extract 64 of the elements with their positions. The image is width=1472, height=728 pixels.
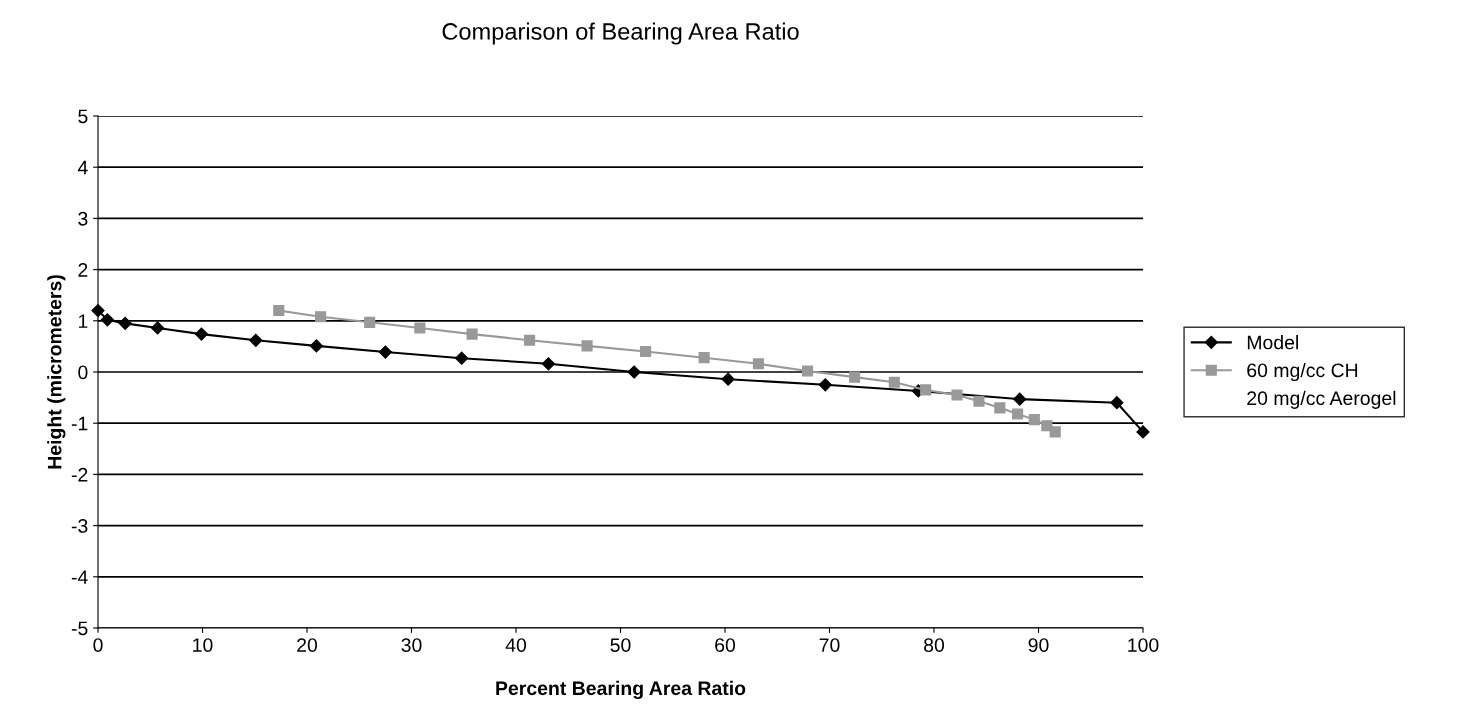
point	[118, 316, 132, 330]
point	[1012, 408, 1024, 420]
point	[581, 340, 593, 352]
y-tick-label: 5	[78, 109, 88, 124]
point	[249, 333, 263, 347]
point	[994, 402, 1006, 414]
point	[627, 365, 641, 379]
x-tick-label: 100	[1128, 638, 1159, 652]
point	[455, 351, 469, 365]
x-tick-label: 50	[610, 638, 631, 652]
x-tick-label: 20	[297, 638, 318, 652]
point	[414, 322, 426, 334]
point	[378, 345, 392, 359]
chart-title: Comparison of Bearing Area Ratio	[442, 22, 799, 45]
y-tick-label: -3	[71, 519, 88, 533]
point	[1136, 425, 1150, 439]
point	[315, 311, 327, 323]
y-tick-label: -5	[71, 621, 88, 636]
point	[818, 378, 832, 392]
point	[1110, 396, 1124, 410]
point	[752, 358, 764, 370]
y-tick-label: 3	[78, 211, 88, 226]
text: 20 mg/cc Aerogel	[1247, 390, 1396, 409]
y-tick-label: -2	[71, 467, 88, 482]
x-tick-label: 90	[1028, 638, 1049, 652]
y-tick-label: 1	[78, 314, 88, 328]
point	[194, 327, 209, 341]
point	[150, 321, 165, 335]
x-tick-label: 10	[193, 638, 213, 652]
point	[466, 328, 478, 340]
point	[698, 352, 710, 364]
point	[849, 371, 861, 383]
x-tick-label: 30	[401, 638, 422, 652]
legend-label: 60 mg/cc CH	[1247, 362, 1358, 382]
y-axis-title: Height (micrometers)	[47, 275, 66, 469]
point	[364, 316, 376, 328]
point	[973, 395, 985, 407]
point	[100, 313, 114, 327]
y-tick-label: -4	[71, 570, 88, 584]
point	[801, 365, 814, 377]
point	[1049, 426, 1061, 438]
point	[1013, 392, 1027, 406]
y-tick-label: 4	[77, 160, 88, 175]
point	[273, 305, 285, 317]
y-tick-label: 2	[78, 263, 88, 277]
point	[721, 372, 735, 386]
x-tick-label: 0	[93, 638, 103, 652]
point	[1028, 414, 1040, 426]
y-tick-label: -1	[71, 416, 88, 431]
x-tick-label: 80	[924, 638, 945, 652]
legend-label: Model	[1247, 335, 1298, 350]
y-tick-label: 0	[78, 365, 88, 380]
point	[309, 339, 323, 353]
x-tick-label: 40	[505, 638, 527, 652]
point	[524, 334, 536, 346]
point	[951, 389, 963, 401]
point	[640, 345, 652, 358]
point	[920, 384, 932, 396]
point	[1041, 420, 1053, 432]
point	[541, 357, 555, 371]
x-axis-title: Percent Bearing Area Ratio	[496, 680, 746, 700]
x-tick-label: 70	[819, 638, 840, 652]
point	[888, 376, 900, 388]
x-tick-label: 60	[715, 638, 736, 652]
